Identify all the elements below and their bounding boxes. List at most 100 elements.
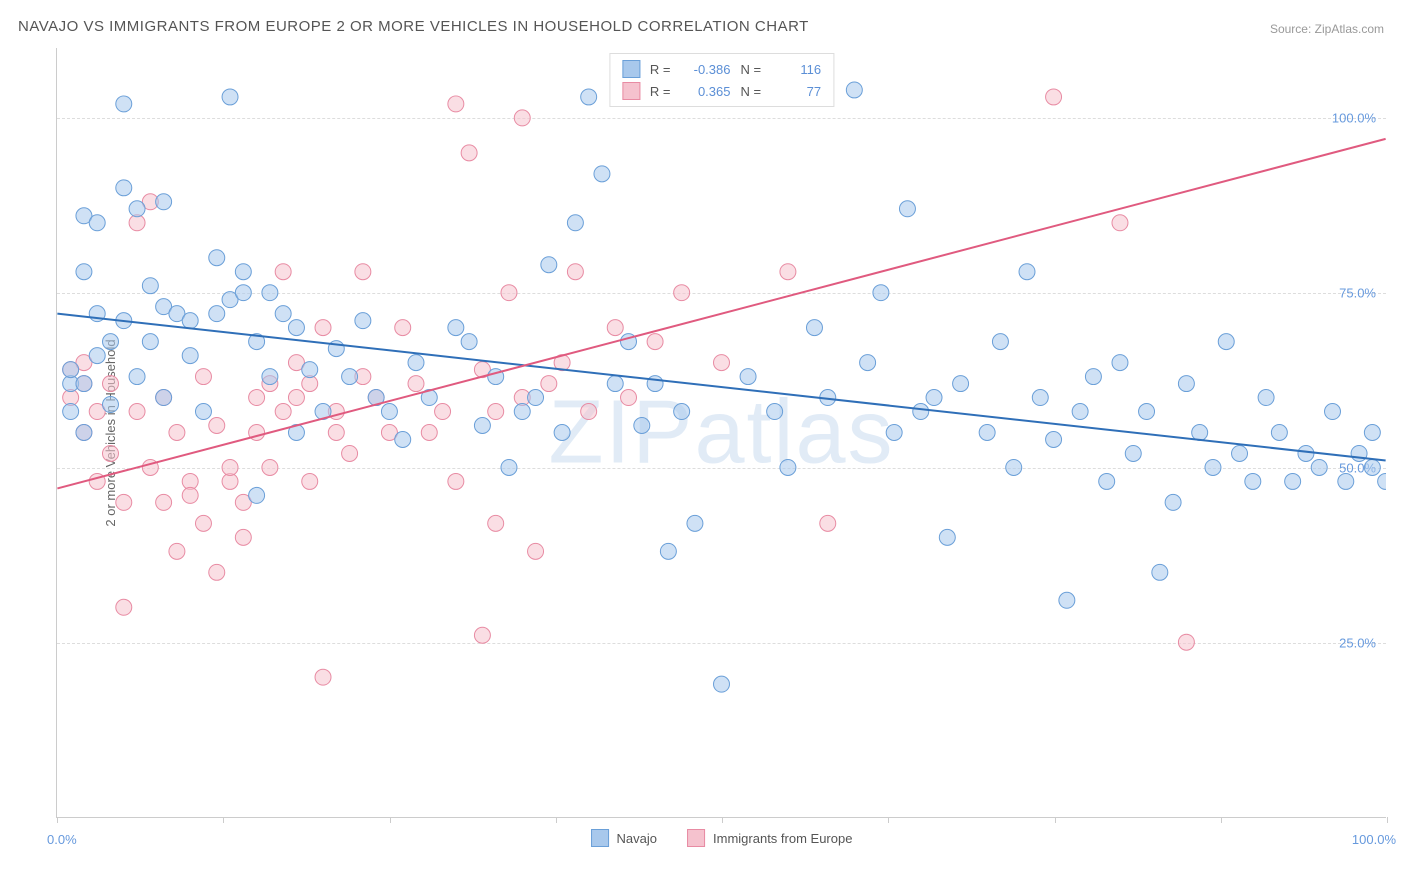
- data-point: [195, 369, 211, 385]
- data-point: [1364, 459, 1380, 475]
- data-point: [195, 515, 211, 531]
- data-point: [514, 404, 530, 420]
- data-point: [395, 432, 411, 448]
- data-point: [1046, 432, 1062, 448]
- data-point: [103, 445, 119, 461]
- data-point: [1298, 445, 1314, 461]
- data-point: [448, 96, 464, 112]
- data-point: [846, 82, 862, 98]
- data-point: [607, 376, 623, 392]
- data-point: [63, 404, 79, 420]
- x-tick-label-min: 0.0%: [47, 832, 77, 847]
- data-point: [567, 215, 583, 231]
- data-point: [979, 425, 995, 441]
- data-point: [687, 515, 703, 531]
- data-point: [182, 313, 198, 329]
- chart-title: NAVAJO VS IMMIGRANTS FROM EUROPE 2 OR MO…: [18, 18, 809, 35]
- data-point: [222, 89, 238, 105]
- data-point: [116, 599, 132, 615]
- data-point: [647, 334, 663, 350]
- data-point: [355, 264, 371, 280]
- data-point: [1178, 634, 1194, 650]
- data-point: [182, 487, 198, 503]
- x-tick: [390, 817, 391, 823]
- data-point: [594, 166, 610, 182]
- data-point: [899, 201, 915, 217]
- data-point: [860, 355, 876, 371]
- data-point: [381, 404, 397, 420]
- data-point: [435, 404, 451, 420]
- data-point: [129, 201, 145, 217]
- n-label: N =: [741, 62, 762, 77]
- data-point: [249, 390, 265, 406]
- data-point: [474, 418, 490, 434]
- data-point: [116, 96, 132, 112]
- data-point: [634, 418, 650, 434]
- data-point: [395, 320, 411, 336]
- data-point: [169, 425, 185, 441]
- data-point: [581, 404, 597, 420]
- data-point: [302, 473, 318, 489]
- swatch-navajo: [622, 60, 640, 78]
- data-point: [209, 250, 225, 266]
- data-point: [1192, 425, 1208, 441]
- swatch-europe-bottom: [687, 829, 705, 847]
- data-point: [607, 320, 623, 336]
- data-point: [554, 425, 570, 441]
- data-point: [1152, 564, 1168, 580]
- data-point: [103, 376, 119, 392]
- data-point: [501, 285, 517, 301]
- data-point: [302, 362, 318, 378]
- legend-label-navajo: Navajo: [617, 831, 657, 846]
- data-point: [621, 390, 637, 406]
- n-label: N =: [741, 84, 762, 99]
- data-point: [461, 145, 477, 161]
- series-legend: Navajo Immigrants from Europe: [591, 829, 853, 847]
- data-point: [129, 369, 145, 385]
- x-tick: [1387, 817, 1388, 823]
- data-point: [939, 529, 955, 545]
- data-point: [1046, 89, 1062, 105]
- data-point: [488, 515, 504, 531]
- data-point: [1271, 425, 1287, 441]
- data-point: [1072, 404, 1088, 420]
- x-tick-label-max: 100.0%: [1352, 832, 1396, 847]
- data-point: [1099, 473, 1115, 489]
- data-point: [408, 355, 424, 371]
- data-point: [647, 376, 663, 392]
- data-point: [714, 355, 730, 371]
- x-tick: [722, 817, 723, 823]
- data-point: [1325, 404, 1341, 420]
- data-point: [342, 369, 358, 385]
- swatch-europe: [622, 82, 640, 100]
- data-point: [1245, 473, 1261, 489]
- data-point: [1311, 459, 1327, 475]
- data-point: [953, 376, 969, 392]
- correlation-legend: R = -0.386 N = 116 R = 0.365 N = 77: [609, 53, 834, 107]
- data-point: [76, 264, 92, 280]
- data-point: [76, 376, 92, 392]
- data-point: [528, 543, 544, 559]
- x-tick: [1221, 817, 1222, 823]
- data-point: [674, 404, 690, 420]
- chart-plot-area: 2 or more Vehicles in Household ZIPatlas…: [56, 48, 1386, 818]
- data-point: [235, 529, 251, 545]
- data-point: [1059, 592, 1075, 608]
- data-point: [275, 404, 291, 420]
- data-point: [926, 390, 942, 406]
- data-point: [674, 285, 690, 301]
- data-point: [76, 425, 92, 441]
- data-point: [660, 543, 676, 559]
- data-point: [63, 362, 79, 378]
- data-point: [142, 278, 158, 294]
- data-point: [1218, 334, 1234, 350]
- data-point: [142, 334, 158, 350]
- data-point: [501, 459, 517, 475]
- data-point: [262, 459, 278, 475]
- r-label: R =: [650, 84, 671, 99]
- data-point: [209, 564, 225, 580]
- data-point: [740, 369, 756, 385]
- data-point: [913, 404, 929, 420]
- data-point: [461, 334, 477, 350]
- data-point: [421, 425, 437, 441]
